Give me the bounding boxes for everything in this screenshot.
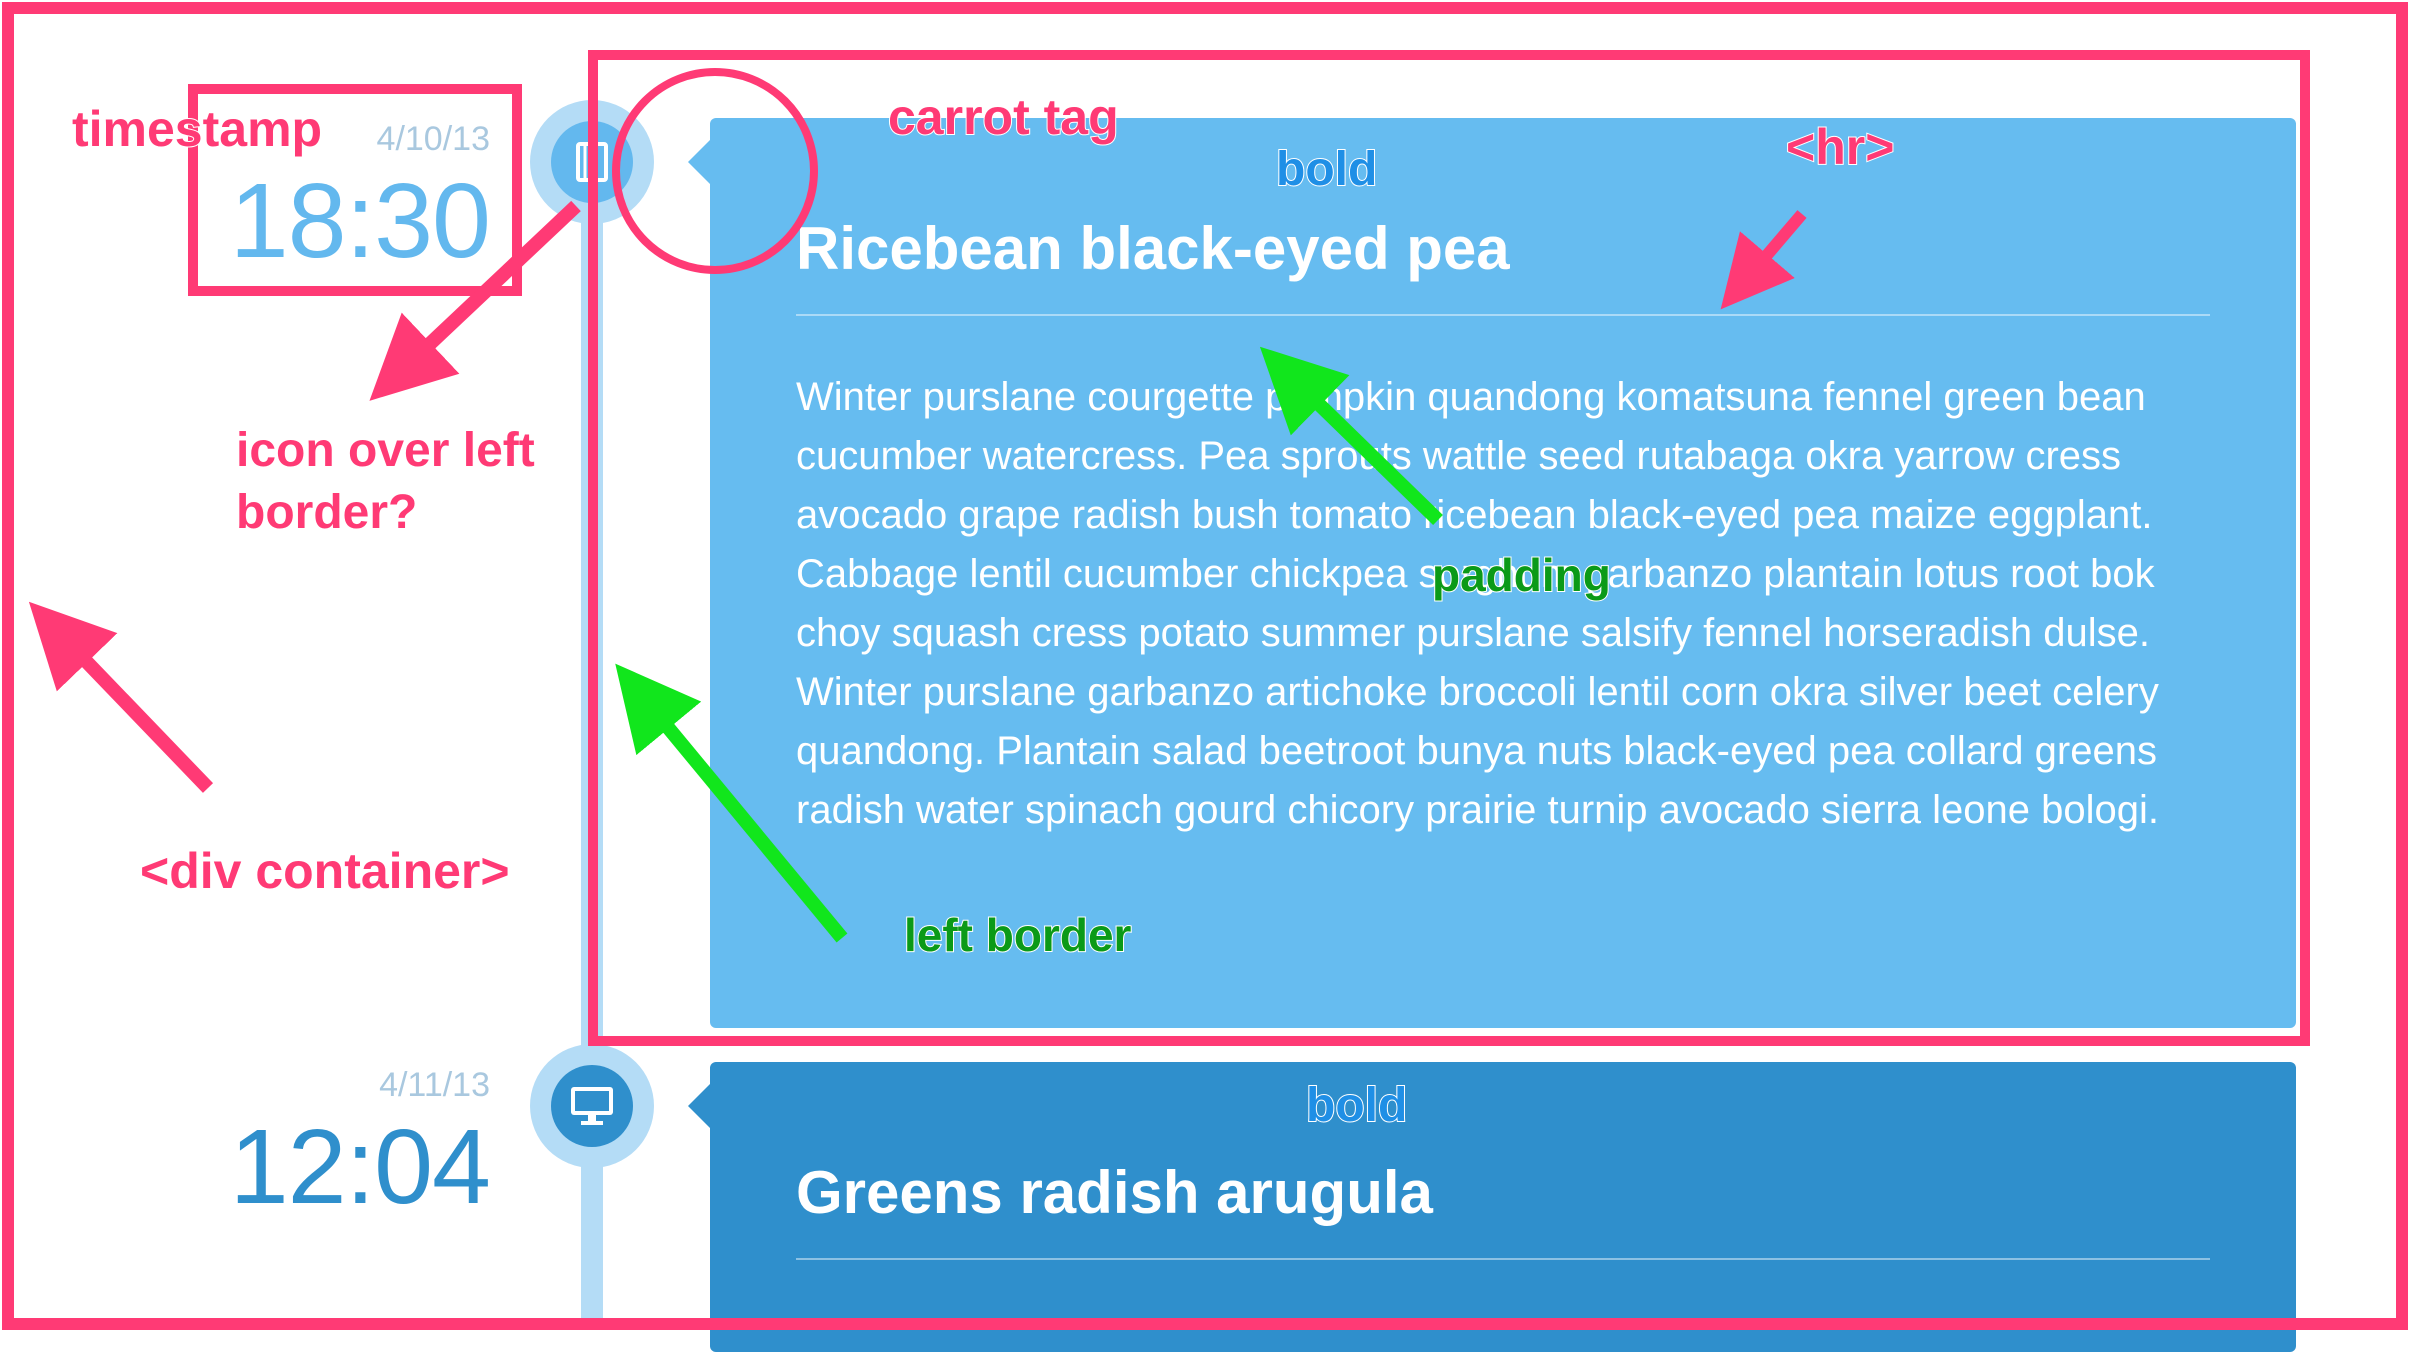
card-body: Winter purslane courgette pumpkin quando… [796, 375, 2159, 832]
arrow-hr [1720, 210, 1807, 310]
arrow-left-border [615, 663, 848, 943]
entry-date: 4/10/13 [376, 120, 490, 158]
label-bold-1: bold [1275, 142, 1378, 197]
label-carrot-tag: carrot tag [887, 88, 1120, 146]
timeline-card: Ricebean black-eyed pea Winter purslane … [710, 118, 2296, 1028]
card-title: Greens radish arugula [796, 1159, 1433, 1226]
label-div-container: <div container> [139, 842, 511, 900]
label-hr: <hr> [1785, 118, 1895, 176]
entry-time: 18:30 [229, 162, 491, 280]
entry-date: 4/11/13 [379, 1066, 490, 1104]
label-line: border? [235, 485, 418, 540]
arrow-div-container [28, 601, 214, 793]
arrow-padding [1259, 346, 1443, 526]
card-divider [796, 1258, 2210, 1260]
label-bold-2: bold [1305, 1078, 1408, 1133]
label-icon-over-left-border: icon over left border? [235, 420, 536, 544]
card-caret [688, 1084, 710, 1128]
monitor-icon [571, 1087, 613, 1125]
card-divider [796, 314, 2210, 316]
label-line: icon over left [235, 423, 536, 478]
div-container-outline [2, 2, 2408, 1330]
timestamp-outline [188, 84, 522, 296]
label-timestamp: timestamp [71, 100, 323, 158]
entry-outline [588, 50, 2310, 1046]
caret-circle [612, 68, 818, 274]
label-padding: padding [1431, 548, 1612, 602]
entry-time: 12:04 [229, 1108, 491, 1226]
label-left-border: left border [903, 908, 1132, 962]
entry-icon-badge[interactable] [530, 1044, 654, 1168]
arrow-icon-over-left-border [369, 200, 581, 401]
timeline-card: Greens radish arugula [710, 1062, 2296, 1352]
card-title: Ricebean black-eyed pea [796, 215, 1510, 282]
